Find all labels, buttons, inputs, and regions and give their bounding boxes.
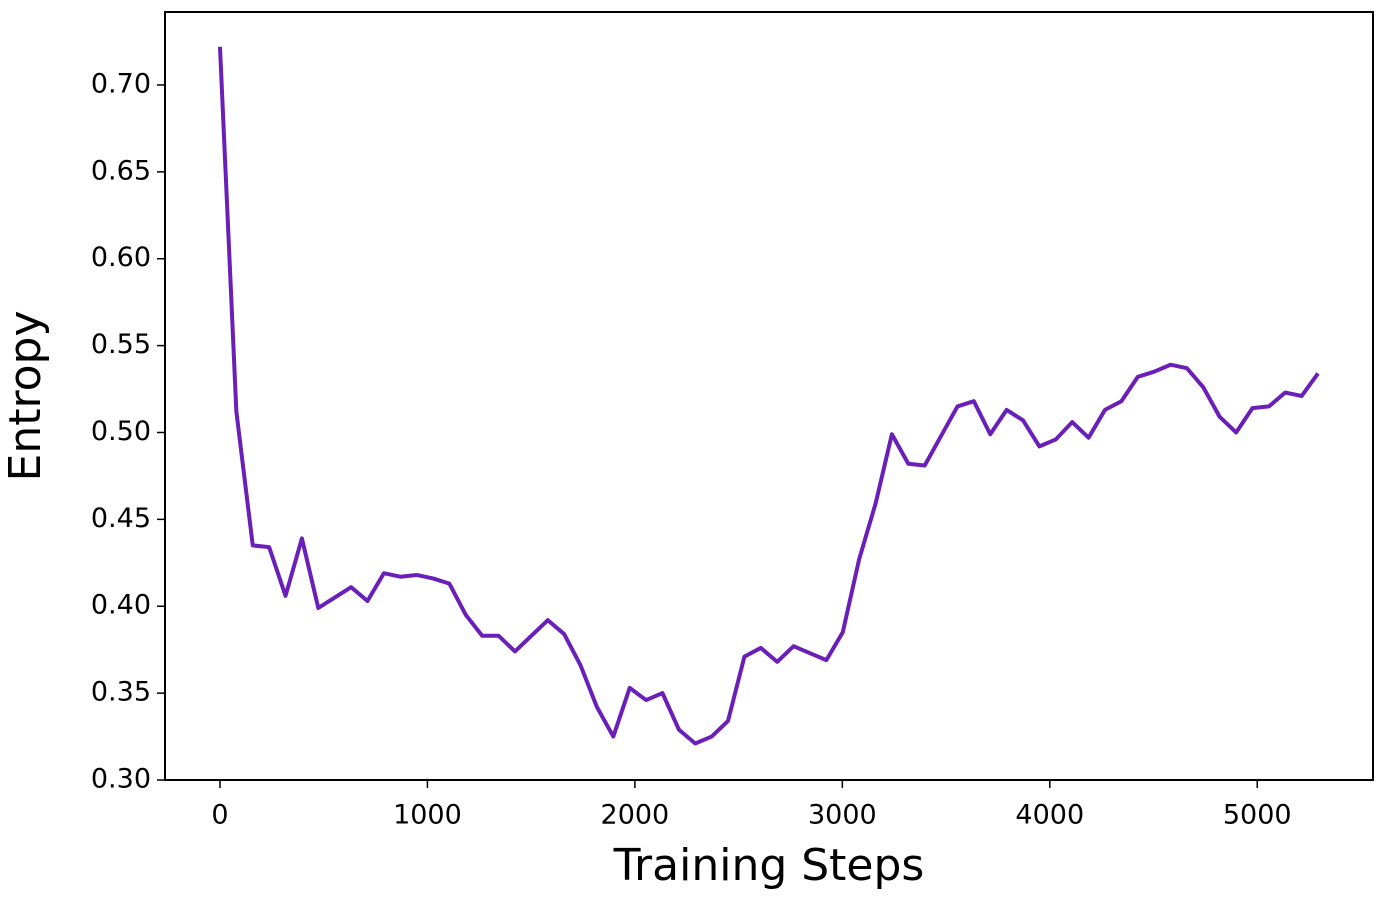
x-axis-title: Training Steps xyxy=(613,840,925,891)
y-tick-label: 0.45 xyxy=(91,503,151,534)
y-tick-label: 0.50 xyxy=(91,416,151,447)
y-tick-label: 0.70 xyxy=(91,68,151,99)
x-tick-label: 3000 xyxy=(808,800,877,831)
y-tick-label: 0.55 xyxy=(91,329,151,360)
line xyxy=(217,46,1320,746)
x-tick-label: 2000 xyxy=(601,800,670,831)
y-tick-label: 0.65 xyxy=(91,155,151,186)
x-tick-label: 1000 xyxy=(393,800,462,831)
plot-frame xyxy=(164,11,1374,781)
x-tick-label: 5000 xyxy=(1223,800,1292,831)
y-tick-label: 0.30 xyxy=(91,764,151,795)
y-tick-label: 0.60 xyxy=(91,242,151,273)
y-tick-label: 0.35 xyxy=(91,677,151,708)
x-tick-label: 4000 xyxy=(1015,800,1084,831)
x-tick-label: 0 xyxy=(211,800,228,831)
y-axis-title: Entropy xyxy=(0,311,51,482)
y-tick-label: 0.40 xyxy=(91,590,151,621)
